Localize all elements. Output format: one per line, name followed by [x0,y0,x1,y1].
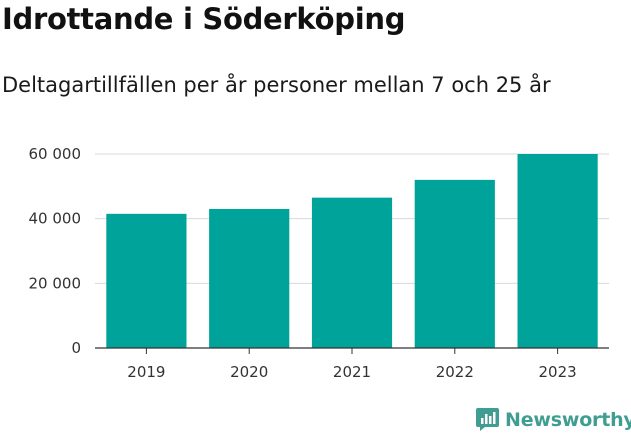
y-tick-label: 40 000 [29,210,82,228]
y-tick-label: 20 000 [29,274,82,292]
x-tick-label: 2020 [230,363,268,381]
x-tick-label: 2021 [333,363,371,381]
newsworthy-logo-text: Newsworthy [505,408,631,431]
bar [517,154,598,348]
chart-subtitle: Deltagartillfällen per år personer mella… [2,73,551,97]
chart-title: Idrottande i Söderköping [2,2,406,36]
bar [414,179,495,348]
axes: 0 20 000 40 000 60 000 2019 2020 2021 2022 2023 [29,145,609,381]
x-tick-label: 2023 [539,363,577,381]
newsworthy-logo-icon [476,408,499,431]
y-tick-label: 60 000 [29,145,82,163]
x-tick-label: 2022 [436,363,474,381]
newsworthy-logo: Newsworthy [476,408,631,431]
x-tick-label: 2019 [127,363,165,381]
bar [311,197,393,348]
bars [106,154,598,348]
y-tick-label: 0 [71,339,81,357]
bar [106,213,187,348]
bar [209,208,290,348]
